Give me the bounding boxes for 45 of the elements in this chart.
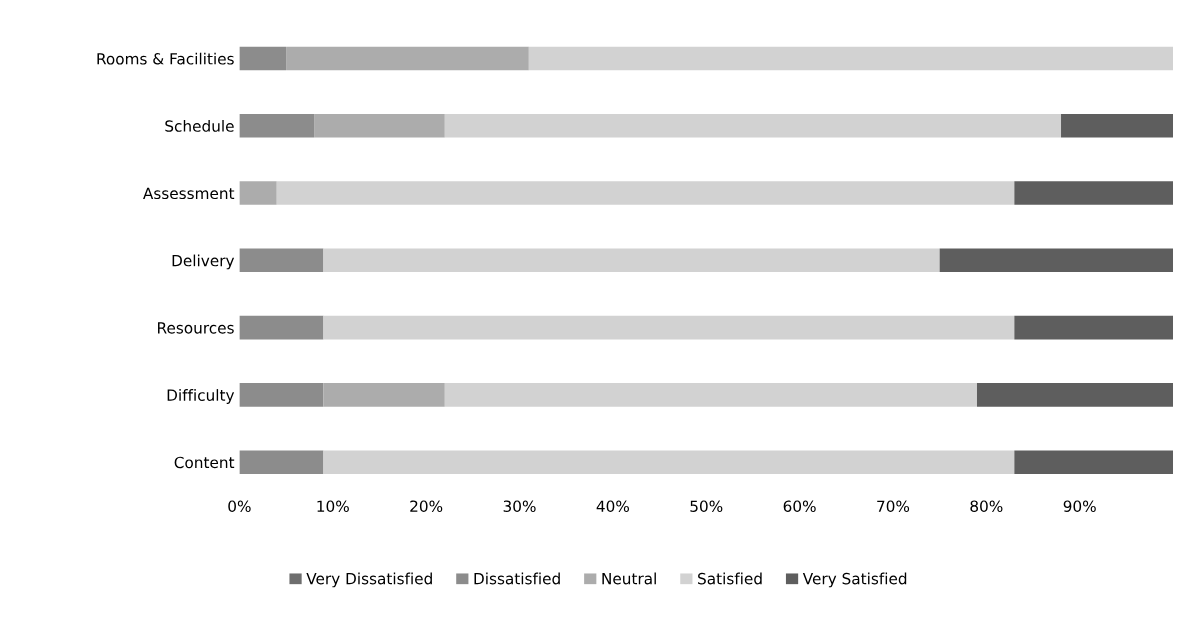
bar: [239, 450, 324, 474]
bar: [239, 315, 324, 340]
bar: [239, 181, 277, 205]
bar: [276, 181, 1015, 205]
legend-label: Neutral: [602, 572, 656, 585]
bar: [1014, 450, 1174, 474]
bar: [314, 114, 445, 138]
bar: [323, 383, 445, 407]
x-tick-label: 60%: [783, 500, 816, 512]
x-tick-label: 10%: [317, 500, 349, 512]
x-tick-label: 70%: [877, 500, 910, 512]
bar: [239, 114, 315, 138]
bar: [1014, 181, 1174, 205]
x-tick-label: 80%: [970, 500, 1003, 512]
x-tick-label: 50%: [690, 500, 723, 512]
bar: [444, 114, 1062, 138]
legend-label: Dissatisfied: [474, 572, 560, 585]
y-tick-label: Difficulty: [167, 389, 235, 404]
y-tick-label: Content: [174, 456, 235, 469]
x-tick-label: 20%: [410, 500, 443, 512]
bar: [976, 383, 1174, 407]
bar: [528, 46, 1174, 71]
y-tick-label: Resources: [158, 322, 234, 334]
y-tick-label: Schedule: [165, 120, 234, 132]
legend-label: Satisfied: [698, 572, 762, 585]
bar: [444, 383, 977, 407]
legend-label: Very Satisfied: [802, 572, 907, 588]
legend-label: Very Dissatisfied: [306, 572, 432, 588]
bar: [1014, 315, 1174, 340]
bar: [239, 383, 324, 407]
bar: [1061, 114, 1174, 138]
x-tick-label: 30%: [503, 500, 536, 512]
bar: [323, 248, 940, 273]
x-tick-label: 0%: [228, 500, 251, 512]
x-tick-label: 90%: [1063, 500, 1096, 512]
bar: [939, 248, 1174, 273]
bar: [239, 248, 324, 273]
bar: [239, 46, 287, 71]
y-tick-label: Delivery: [172, 254, 235, 270]
x-tick-label: 40%: [596, 500, 629, 512]
y-tick-label: Rooms & Facilities: [97, 52, 234, 65]
y-tick-label: Assessment: [143, 187, 235, 200]
bar: [323, 315, 1015, 340]
bar: [323, 450, 1015, 474]
bar: [286, 46, 529, 71]
